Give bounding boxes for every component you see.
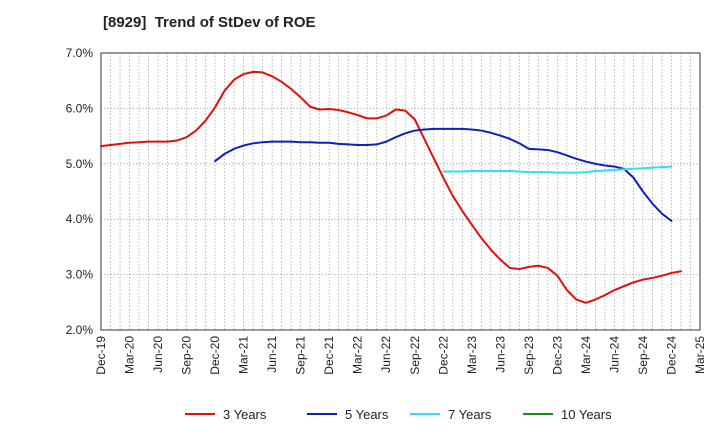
x-tick-label: Sep-22 <box>408 336 422 375</box>
x-tick-label: Dec-20 <box>208 336 222 375</box>
x-tick-label: Jun-22 <box>379 336 393 373</box>
x-tick-label: Jun-24 <box>607 336 621 373</box>
y-tick-label: 4.0% <box>66 212 94 226</box>
x-tick-label: Jun-20 <box>151 336 165 373</box>
legend-label: 5 Years <box>345 407 389 422</box>
x-tick-label: Jun-23 <box>493 336 507 373</box>
series-line-3-years <box>100 70 682 304</box>
x-tick-label: Sep-23 <box>522 336 536 375</box>
x-tick-label: Mar-20 <box>123 336 137 374</box>
chart-title: [8929] Trend of StDev of ROE <box>103 14 316 31</box>
grid-layer <box>101 53 700 330</box>
x-tick-label: Sep-21 <box>294 336 308 375</box>
legend-label: 7 Years <box>448 407 492 422</box>
y-tick-label: 7.0% <box>66 46 94 60</box>
x-tick-label: Dec-24 <box>664 336 678 375</box>
series-layer <box>100 70 682 304</box>
x-tick-label: Mar-23 <box>465 336 479 374</box>
x-tick-label: Mar-25 <box>693 336 707 374</box>
y-tick-label: 2.0% <box>66 323 94 337</box>
legend-label: 10 Years <box>561 407 612 422</box>
x-tick-label: Dec-21 <box>322 336 336 375</box>
y-tick-label: 6.0% <box>66 101 94 115</box>
plot-area <box>101 53 700 330</box>
x-tick-label: Dec-19 <box>94 336 108 375</box>
y-tick-label: 3.0% <box>66 268 94 282</box>
x-tick-label: Mar-24 <box>579 336 593 374</box>
series-line-5-years <box>214 127 673 222</box>
legend: 3 Years 5 Years 7 Years 10 Years <box>185 407 612 422</box>
x-tick-label: Dec-22 <box>436 336 450 375</box>
x-tick-label: Mar-22 <box>351 336 365 374</box>
series-line-7-years <box>442 165 673 174</box>
legend-label: 3 Years <box>223 407 267 422</box>
plot-border <box>100 52 701 331</box>
x-tick-label: Jun-21 <box>265 336 279 373</box>
x-tick-label: Sep-24 <box>636 336 650 375</box>
y-tick-label: 5.0% <box>66 157 94 171</box>
x-tick-label: Mar-21 <box>237 336 251 374</box>
axis-layer: 2.0% 3.0% 4.0% 5.0% 6.0% 7.0% Dec-19 Mar-20 Jun-… <box>66 46 707 375</box>
x-tick-label: Dec-23 <box>550 336 564 375</box>
x-tick-label: Sep-20 <box>180 336 194 375</box>
